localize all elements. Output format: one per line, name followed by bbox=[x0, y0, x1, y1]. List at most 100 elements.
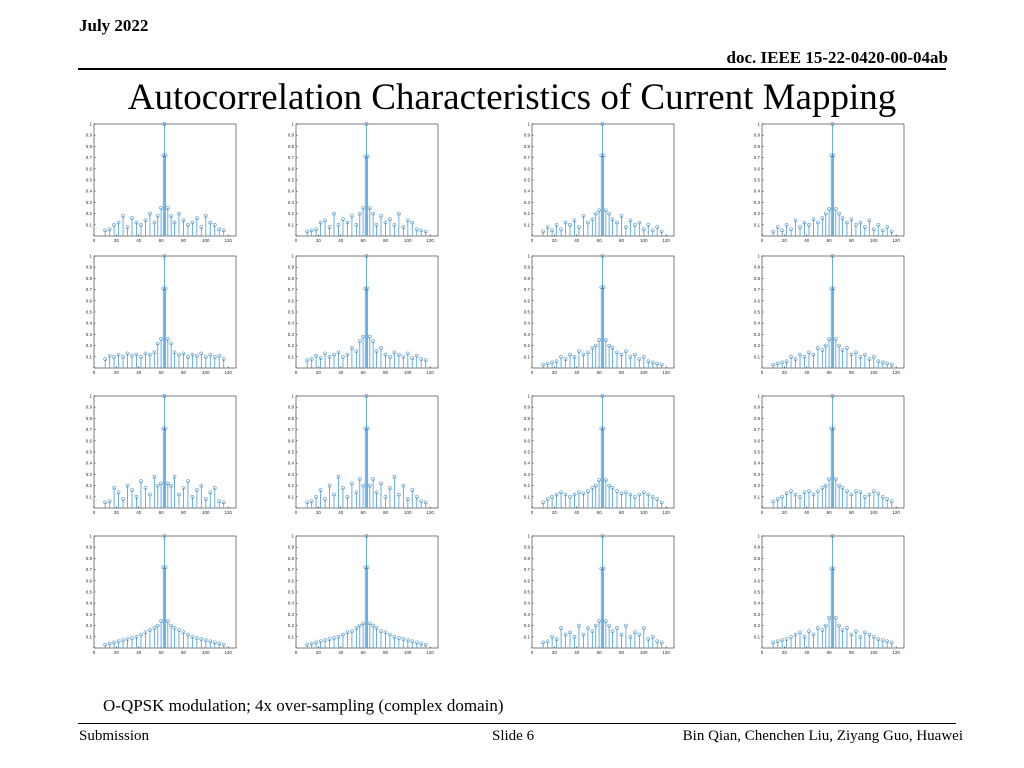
x-tick-label: 60 bbox=[597, 370, 603, 375]
x-tick-label: 60 bbox=[159, 370, 165, 375]
sidelobe-marker bbox=[876, 491, 881, 496]
sidelobe-marker bbox=[217, 353, 222, 358]
plot-canvas: 0 20 40 60 80 100 120 0.1 0.2 0.3 0.4 0.5 0.6 0.7 0.8 0… bbox=[288, 122, 439, 243]
sidelobe-marker bbox=[341, 485, 345, 490]
sidelobe-marker bbox=[323, 638, 327, 643]
sidelobe-marker bbox=[134, 352, 139, 357]
x-tick-label: 40 bbox=[804, 370, 810, 375]
sidelobe-marker bbox=[771, 640, 776, 645]
sidelobe-marker bbox=[143, 630, 148, 635]
y-tick-label: 1 bbox=[757, 534, 760, 539]
y-tick-label: 0.9 bbox=[754, 133, 761, 138]
sidelobe-marker bbox=[827, 337, 831, 341]
y-tick-label: 0.8 bbox=[754, 416, 761, 421]
sidelobe-marker bbox=[309, 357, 314, 361]
y-tick-label: 0.6 bbox=[86, 438, 93, 443]
y-tick-label: 0.9 bbox=[524, 133, 531, 138]
y-tick-label: 0.2 bbox=[86, 343, 93, 348]
y-tick-label: 0.5 bbox=[86, 310, 93, 315]
sidelobe-marker bbox=[601, 566, 606, 571]
sidelobe-marker bbox=[199, 483, 204, 488]
peak-marker bbox=[830, 534, 835, 538]
sidelobe-marker bbox=[419, 641, 424, 646]
y-tick-label: 0.5 bbox=[288, 178, 295, 183]
y-tick-label: 0.5 bbox=[86, 450, 93, 455]
sidelobe-marker bbox=[586, 625, 590, 630]
sidelobe-marker bbox=[880, 638, 885, 643]
y-tick-label: 0.5 bbox=[288, 590, 295, 595]
x-tick-label: 60 bbox=[597, 238, 603, 243]
x-tick-label: 60 bbox=[827, 370, 833, 375]
sidelobe-marker bbox=[563, 220, 568, 225]
sidelobe-marker bbox=[341, 217, 345, 222]
sidelobe-marker bbox=[327, 483, 332, 488]
sidelobe-marker bbox=[628, 354, 633, 359]
y-tick-label: 0.5 bbox=[524, 310, 531, 315]
sidelobe-marker bbox=[628, 218, 633, 223]
x-tick-label: 60 bbox=[159, 510, 165, 515]
sidelobe-marker bbox=[199, 225, 204, 229]
autocorrelation-plot-2: 0 20 40 60 80 100 120 0.1 0.2 0.3 0.4 0.5 0.6 0.7 0.8 0… bbox=[282, 120, 442, 248]
sidelobe-marker bbox=[586, 220, 590, 225]
sidelobe-marker bbox=[867, 218, 872, 223]
sidelobe-marker bbox=[840, 216, 845, 220]
y-tick-label: 0.3 bbox=[86, 332, 93, 337]
sidelobe-marker bbox=[186, 354, 190, 359]
y-tick-label: 0.2 bbox=[86, 211, 93, 216]
y-tick-label: 0.4 bbox=[754, 189, 761, 194]
x-tick-label: 0 bbox=[93, 510, 96, 515]
y-tick-label: 0.1 bbox=[86, 222, 93, 227]
x-tick-label: 100 bbox=[640, 510, 648, 515]
autocorrelation-plot-13: 0 20 40 60 80 100 120 0.1 0.2 0.3 0.4 0.5 0.6 0.7 0.8 0… bbox=[80, 532, 240, 660]
sidelobe-marker bbox=[217, 641, 222, 646]
x-tick-label: 0 bbox=[93, 370, 96, 375]
sidelobe-marker bbox=[837, 343, 841, 348]
sidelobe-marker bbox=[186, 222, 190, 227]
sidelobe-marker bbox=[361, 334, 365, 339]
sidelobe-marker bbox=[559, 625, 563, 630]
y-tick-label: 1 bbox=[89, 394, 92, 399]
sidelobe-marker bbox=[172, 350, 177, 355]
sidelobe-marker bbox=[641, 354, 646, 359]
sidelobe-marker bbox=[186, 632, 190, 637]
y-tick-label: 0.9 bbox=[86, 405, 93, 410]
sidelobe-marker bbox=[336, 474, 341, 479]
sidelobe-marker bbox=[831, 426, 836, 431]
x-tick-label: 20 bbox=[316, 370, 322, 375]
sidelobe-marker bbox=[610, 485, 615, 490]
x-tick-label: 0 bbox=[761, 238, 764, 243]
x-tick-label: 60 bbox=[597, 510, 603, 515]
sidelobe-marker bbox=[190, 634, 195, 639]
y-tick-label: 0.5 bbox=[524, 590, 531, 595]
x-tick-label: 40 bbox=[574, 370, 580, 375]
sidelobe-marker bbox=[827, 207, 831, 211]
sidelobe-marker bbox=[161, 153, 166, 158]
plot-canvas: 0 20 40 60 80 100 120 0.1 0.2 0.3 0.4 0.5 0.6 0.7 0.8 0… bbox=[288, 394, 439, 515]
y-tick-label: 0.4 bbox=[754, 321, 761, 326]
sidelobe-marker bbox=[577, 623, 581, 628]
sidelobe-marker bbox=[833, 477, 838, 481]
y-tick-label: 0.4 bbox=[86, 601, 93, 606]
plot-canvas: 0 20 40 60 80 100 120 0.1 0.2 0.3 0.4 0.5 0.6 0.7 0.8 0… bbox=[86, 534, 237, 655]
sidelobe-marker bbox=[107, 227, 112, 232]
y-tick-label: 0.8 bbox=[524, 144, 531, 149]
sidelobe-marker bbox=[155, 213, 160, 218]
peak-marker bbox=[830, 394, 835, 398]
x-tick-label: 20 bbox=[316, 650, 322, 655]
x-tick-label: 100 bbox=[870, 238, 878, 243]
y-tick-label: 0.7 bbox=[288, 287, 295, 292]
y-tick-label: 1 bbox=[527, 254, 530, 259]
sidelobe-marker bbox=[354, 490, 359, 495]
sidelobe-marker bbox=[646, 637, 651, 641]
peak-marker bbox=[364, 534, 369, 538]
x-tick-label: 20 bbox=[552, 650, 558, 655]
y-tick-label: 0.4 bbox=[754, 601, 761, 606]
autocorrelation-plot-5: 0 20 40 60 80 100 120 0.1 0.2 0.3 0.4 0.5 0.6 0.7 0.8 0… bbox=[80, 252, 240, 380]
x-tick-label: 120 bbox=[426, 238, 434, 243]
sidelobe-marker bbox=[134, 494, 139, 499]
sidelobe-marker bbox=[341, 632, 345, 637]
sidelobe-marker bbox=[159, 337, 163, 341]
sidelobe-marker bbox=[590, 485, 595, 490]
sidelobe-marker bbox=[121, 213, 125, 218]
sidelobe-marker bbox=[599, 285, 604, 290]
